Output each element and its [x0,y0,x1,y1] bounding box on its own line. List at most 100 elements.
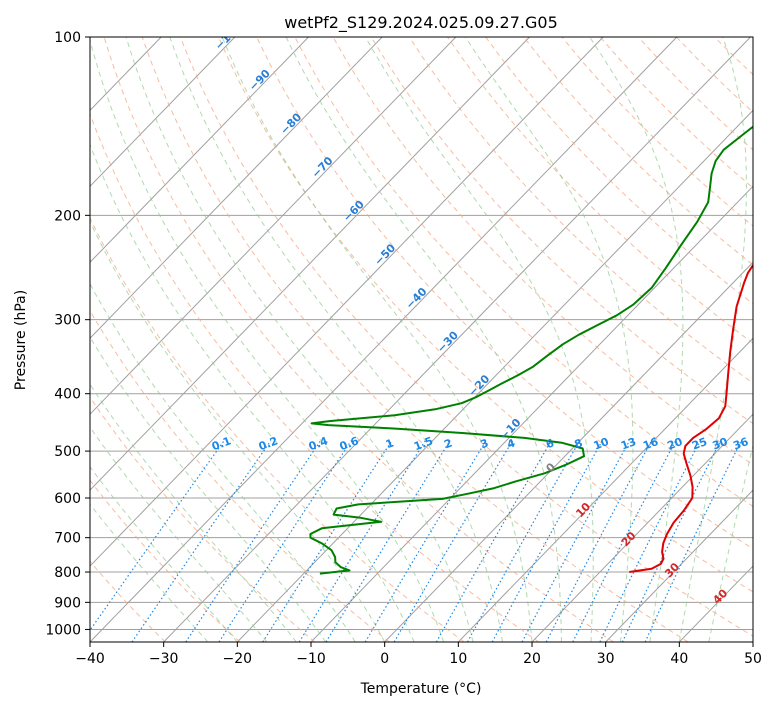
moist-adiabat-line [90,220,386,642]
x-tick-label: −20 [223,651,253,667]
dry-adiabat-line [332,37,753,466]
moist-adiabat-line [90,336,327,642]
isotherm-line [90,37,457,415]
moist-adiabat-lines [90,37,753,642]
dry-adiabat-lines [90,37,753,642]
isotherm-line [90,37,309,263]
isotherm-line [90,37,530,491]
mixing-ratio-line [491,440,603,642]
mixing-ratio-label: 16 [641,435,660,453]
mixing-ratio-lines [90,440,742,642]
mixing-ratio-line [131,440,272,642]
moist-adiabat-line [90,466,238,642]
moist-adiabat-line [589,37,684,642]
y-tick-label: 200 [54,208,81,224]
y-tick-label: 300 [54,313,81,329]
moist-adiabat-line [678,37,747,642]
mixing-ratio-line [435,440,552,642]
dry-adiabat-line [90,560,166,642]
isotherm-line [236,109,753,642]
mixing-ratio-line [325,440,451,642]
mixing-ratio-label: 25 [690,435,709,453]
y-tick-label: 400 [54,387,81,403]
dewpoint-profile-line [309,125,753,575]
dry-adiabat-line [446,37,753,344]
x-tick-label: 40 [670,651,688,667]
isotherm-lines [90,37,753,642]
y-tick-label: 900 [54,595,81,611]
x-tick-label: 0 [380,651,389,667]
dry-adiabat-line [141,37,689,642]
dry-adiabat-line [90,396,316,642]
dry-adiabat-line [90,309,390,642]
dry-adiabat-line [179,37,753,637]
moist-adiabat-line [90,503,209,642]
x-tick-label: 50 [744,651,762,667]
isotherm-line [163,37,751,642]
moist-adiabat-line [90,426,268,642]
x-tick-label: 10 [449,651,467,667]
mixing-ratio-line [599,440,701,642]
moist-adiabat-line [285,37,562,642]
moist-adiabat-line [90,38,445,642]
y-tick-label: 800 [54,565,81,581]
mixing-ratio-label: 13 [619,435,638,453]
profile-lines [309,125,753,575]
isotherm-line [90,37,236,188]
isotherm-line [531,413,753,642]
mixing-ratio-label: 3 [479,436,491,451]
isotherm-line [384,261,753,642]
mixing-ratio-label: 10 [592,435,611,453]
moist-adiabat-line [364,37,594,642]
mixing-ratio-line [364,440,487,642]
dry-adiabat-line [370,37,753,425]
isotherm-line [90,37,604,567]
mixing-ratio-label: 36 [731,435,750,453]
mixing-ratio-line [298,440,426,642]
mixing-ratio-label: 1 [384,436,396,451]
isotherm-line [310,185,753,642]
mixing-ratio-label: 2 [442,436,454,451]
y-tick-label: 100 [54,30,81,46]
isotherm-line [90,37,383,339]
x-tick-label: 20 [523,651,541,667]
mixing-ratio-label: 8 [573,436,585,451]
y-tick-label: 500 [54,444,81,460]
x-axis-title: Temperature (°C) [360,681,482,697]
moist-adiabat-line [464,37,634,642]
y-tick-label: 1000 [45,622,81,638]
dry-adiabat-line [485,37,753,305]
temperature-profile-line [629,263,753,573]
y-tick-label: 700 [54,531,81,547]
mixing-ratio-line [621,440,722,642]
mixing-ratio-line [393,440,514,642]
moist-adiabat-line [90,383,297,642]
mixing-ratio-label: 20 [665,435,684,453]
dry-adiabat-line [90,216,465,642]
moist-adiabat-line [90,143,415,642]
y-axis-ticks: 100 200 300 400 500 600 700 800 900 1000 [45,30,90,638]
mixing-ratio-line [262,440,393,642]
dry-adiabat-line [103,37,614,642]
mixing-ratio-line [466,440,581,642]
x-tick-label: −40 [75,651,105,667]
mixing-ratio-line [185,440,322,642]
moist-adiabat-line [169,37,503,642]
mixing-ratio-label: 0.1 [210,434,233,453]
x-tick-label: −30 [149,651,179,667]
mixing-ratio-line [218,440,352,642]
x-axis-ticks: −40 −30 −20 −10 0 10 20 30 40 50 [75,642,762,667]
mixing-ratio-label: 30 [711,435,730,453]
y-axis-title: Pressure (hPa) [13,290,29,390]
x-tick-label: 30 [597,651,615,667]
x-tick-label: −10 [296,651,326,667]
mixing-ratio-label: 0.2 [257,434,280,453]
isotherm-line [90,37,678,642]
chart-title: wetPf2_S129.2024.025.09.27.G05 [284,13,558,33]
isotherm-line [605,489,753,642]
dry-adiabat-line [90,112,540,642]
isotherm-line [457,337,753,642]
mixing-ratio-label: 1.5 [412,434,435,453]
plot-frame [89,36,754,643]
